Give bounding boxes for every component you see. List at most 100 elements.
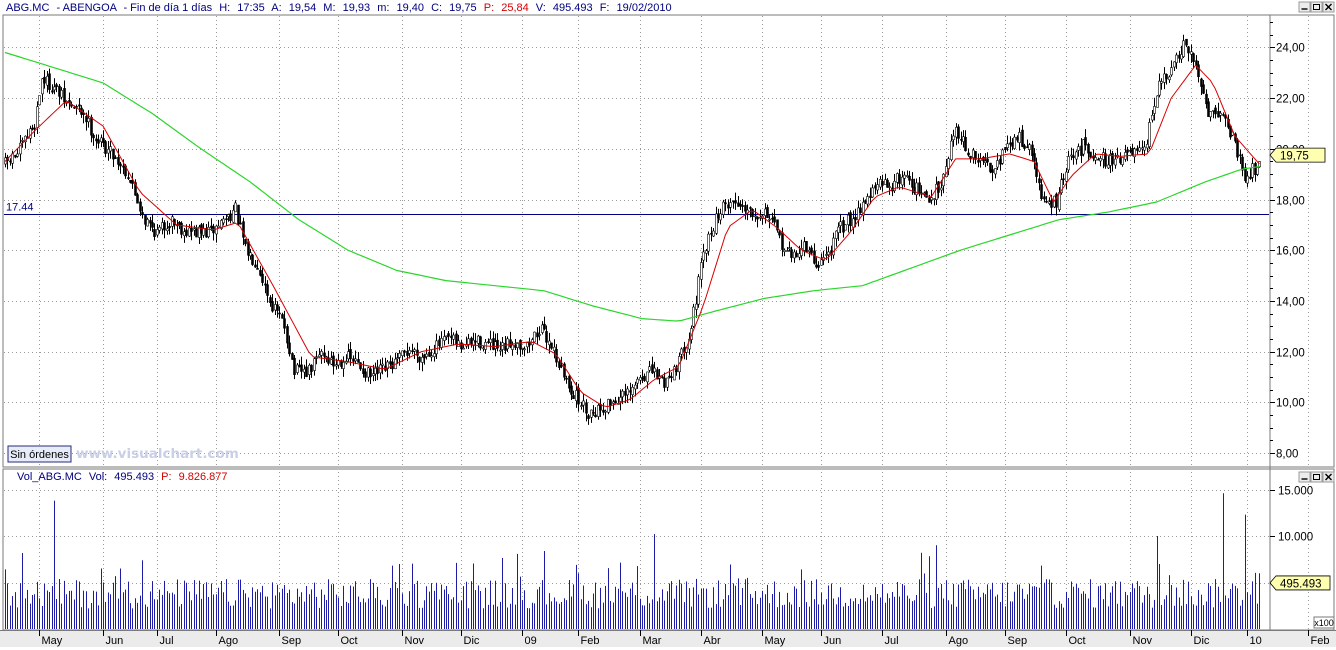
candle — [898, 169, 901, 190]
candle — [1067, 150, 1070, 173]
candle — [1241, 153, 1244, 177]
candle — [318, 348, 321, 358]
candle — [291, 352, 294, 360]
candle — [543, 316, 546, 331]
candle — [293, 355, 296, 380]
candle — [901, 170, 904, 190]
candle — [1121, 156, 1124, 167]
candle — [734, 192, 737, 210]
candle — [158, 224, 161, 234]
sin-ordenes-button[interactable]: Sin órdenes — [7, 445, 72, 463]
volume-restore-button[interactable] — [1310, 471, 1323, 483]
candle — [947, 156, 950, 176]
candle — [778, 229, 781, 239]
candle — [893, 174, 896, 193]
candle — [151, 214, 154, 233]
candle — [563, 362, 566, 381]
candle — [572, 390, 575, 400]
candle — [553, 339, 556, 359]
candle — [327, 350, 330, 366]
candle — [1165, 73, 1168, 85]
candle — [989, 162, 992, 174]
volume-minimize-button[interactable] — [1298, 471, 1311, 483]
candle — [940, 179, 943, 197]
candle — [680, 347, 683, 361]
candle — [1087, 142, 1090, 162]
candle — [741, 199, 744, 213]
candle — [832, 232, 835, 259]
candle — [278, 306, 281, 319]
candle — [881, 174, 884, 192]
candle — [435, 333, 438, 359]
candle — [1258, 161, 1261, 168]
candle — [354, 350, 357, 365]
candle — [817, 261, 820, 271]
candle — [323, 345, 326, 363]
candle — [234, 200, 237, 213]
candle — [977, 153, 980, 168]
candle — [146, 217, 149, 227]
candle — [1244, 163, 1247, 183]
candle — [364, 368, 367, 382]
candle — [888, 182, 891, 195]
candle — [744, 201, 747, 220]
candle — [528, 337, 531, 353]
candle — [207, 221, 210, 239]
candle — [1006, 135, 1009, 152]
candle — [38, 95, 41, 106]
candle — [266, 280, 269, 303]
x-month-label: Ago — [949, 635, 969, 647]
candle — [430, 349, 433, 362]
candle — [1153, 97, 1156, 121]
x-month-label: Dic — [1194, 635, 1210, 647]
candle — [139, 198, 142, 216]
x-month-label: Oct — [1069, 635, 1086, 647]
candle — [707, 231, 710, 256]
candle — [443, 329, 446, 346]
candle — [372, 364, 375, 382]
price-restore-button[interactable] — [1310, 1, 1323, 13]
price-close-button[interactable] — [1322, 1, 1335, 13]
volume-close-button[interactable] — [1322, 471, 1335, 483]
x-month-label: Mar — [643, 635, 662, 647]
candle — [242, 217, 245, 246]
candle — [1202, 79, 1205, 95]
candle — [1239, 149, 1242, 165]
price-minimize-button[interactable] — [1298, 1, 1311, 13]
candle — [288, 335, 291, 357]
x-month-label: Jun — [824, 635, 842, 647]
x-month-label: Ago — [219, 635, 239, 647]
candle — [195, 224, 198, 238]
candle — [837, 222, 840, 241]
candle — [1236, 137, 1239, 161]
y-tick-label: 24,00 — [1276, 43, 1305, 55]
candle — [271, 293, 274, 313]
x-month-label: Oct — [341, 635, 358, 647]
candle — [558, 358, 561, 371]
candle — [597, 403, 600, 420]
candle — [820, 253, 823, 266]
candle — [479, 335, 482, 351]
candle — [982, 155, 985, 165]
y-tick-label: 18,00 — [1276, 196, 1305, 208]
candle — [1004, 147, 1007, 153]
candle — [751, 208, 754, 221]
candle — [636, 376, 639, 389]
candle — [1065, 167, 1068, 190]
watermark-text: www.visualchart.com — [76, 446, 239, 462]
candle — [523, 346, 526, 357]
candle — [433, 344, 436, 362]
candle — [215, 225, 218, 243]
candle — [506, 336, 509, 352]
candle — [1175, 52, 1178, 69]
candle — [396, 353, 399, 365]
candle — [545, 325, 548, 350]
x-month-label: Jun — [106, 635, 124, 647]
candle — [991, 165, 994, 182]
candle — [1138, 140, 1141, 153]
candle — [643, 373, 646, 382]
candle — [114, 155, 117, 160]
x-month-label: Sep — [1008, 635, 1028, 647]
vol-y-tick-label: 15.000 — [1278, 486, 1313, 498]
